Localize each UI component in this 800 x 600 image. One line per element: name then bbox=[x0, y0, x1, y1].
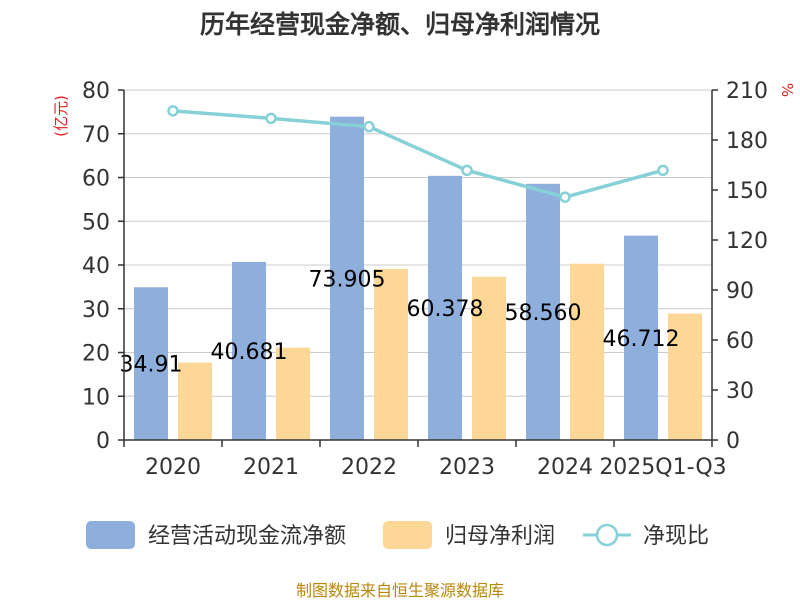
bars bbox=[134, 116, 702, 441]
cash-flow-data-label: 34.91 bbox=[120, 353, 183, 378]
left-axis-tick-label: 30 bbox=[82, 298, 110, 323]
left-axis-tick-label: 0 bbox=[96, 429, 110, 454]
cash-flow-data-label: 40.681 bbox=[211, 340, 288, 365]
net-profit-bar bbox=[668, 313, 702, 440]
ratio-line bbox=[167, 105, 669, 203]
right-axis-tick-label: 90 bbox=[726, 279, 754, 304]
legend-line-marker bbox=[595, 523, 619, 547]
cash-flow-data-label: 46.712 bbox=[603, 327, 680, 352]
legend-swatch bbox=[383, 521, 432, 549]
chart-title: 历年经营现金净额、归母净利润情况 bbox=[200, 10, 600, 39]
left-axis-tick-label: 70 bbox=[82, 123, 110, 148]
left-axis-tick-label: 20 bbox=[82, 342, 110, 367]
right-axis-unit: % bbox=[778, 83, 796, 97]
grid-lines bbox=[124, 89, 712, 397]
net-profit-bar bbox=[374, 268, 408, 440]
right-axis-tick-label: 60 bbox=[726, 329, 754, 354]
right-axis-tick-label: 30 bbox=[726, 379, 754, 404]
legend-label: 净现比 bbox=[643, 524, 709, 549]
ratio-point bbox=[559, 191, 571, 203]
x-axis-tick-label: 2022 bbox=[341, 455, 397, 480]
legend: 经营活动现金流净额 归母净利润 净现比 bbox=[86, 521, 709, 549]
cash-flow-data-label: 58.560 bbox=[505, 301, 582, 326]
ratio-point bbox=[657, 164, 669, 177]
left-axis-unit: (亿元) bbox=[52, 95, 70, 137]
x-axis-tick-label: 2024 bbox=[537, 455, 593, 480]
net-profit-bar bbox=[570, 263, 604, 440]
left-axis-tick-label: 10 bbox=[82, 385, 110, 410]
legend-swatch bbox=[86, 521, 135, 549]
x-axis-tick-label: 2025Q1-Q3 bbox=[599, 455, 726, 480]
source-note: 制图数据来自恒生聚源数据库 bbox=[296, 581, 504, 600]
ratio-line-path bbox=[172, 109, 664, 199]
cash-flow-bar bbox=[624, 235, 658, 440]
left-axis-tick-label: 80 bbox=[82, 79, 110, 104]
x-axis-tick-label: 2021 bbox=[243, 455, 299, 480]
net-profit-bar bbox=[276, 347, 310, 440]
x-axis-tick-label: 2023 bbox=[439, 455, 495, 480]
cash-flow-bar bbox=[134, 287, 168, 440]
net-profit-bar bbox=[472, 276, 506, 440]
cash-flow-bar bbox=[232, 262, 266, 440]
right-axis-tick-label: 120 bbox=[726, 229, 768, 254]
left-axis-tick-label: 40 bbox=[82, 254, 110, 279]
axes: 0 10 20 30 40 50 60 70 80 0 30 60 90 120 150 180 210 2020… bbox=[82, 79, 768, 480]
right-axis-tick-label: 150 bbox=[726, 179, 768, 204]
ratio-point bbox=[461, 164, 473, 177]
net-profit-bar bbox=[178, 362, 212, 440]
cash-flow-bar bbox=[428, 175, 462, 440]
right-axis-tick-label: 210 bbox=[726, 79, 768, 104]
right-axis-tick-label: 180 bbox=[726, 129, 768, 154]
x-axis-tick-label: 2020 bbox=[145, 455, 201, 480]
left-axis-tick-label: 50 bbox=[82, 210, 110, 235]
legend-label: 归母净利润 bbox=[445, 524, 555, 549]
ratio-point bbox=[363, 120, 375, 133]
cash-flow-data-label: 73.905 bbox=[309, 267, 386, 292]
left-axis-tick-label: 60 bbox=[82, 167, 110, 192]
cash-flow-bar bbox=[526, 183, 560, 441]
right-axis-tick-label: 0 bbox=[726, 429, 740, 454]
ratio-point bbox=[265, 112, 277, 125]
legend-label: 经营活动现金流净额 bbox=[148, 524, 346, 549]
data-labels: 34.91 40.681 73.905 60.378 58.560 46.712 bbox=[120, 267, 680, 377]
cash-flow-bar bbox=[330, 116, 364, 441]
cash-flow-data-label: 60.378 bbox=[407, 297, 484, 322]
ratio-point bbox=[167, 105, 179, 117]
